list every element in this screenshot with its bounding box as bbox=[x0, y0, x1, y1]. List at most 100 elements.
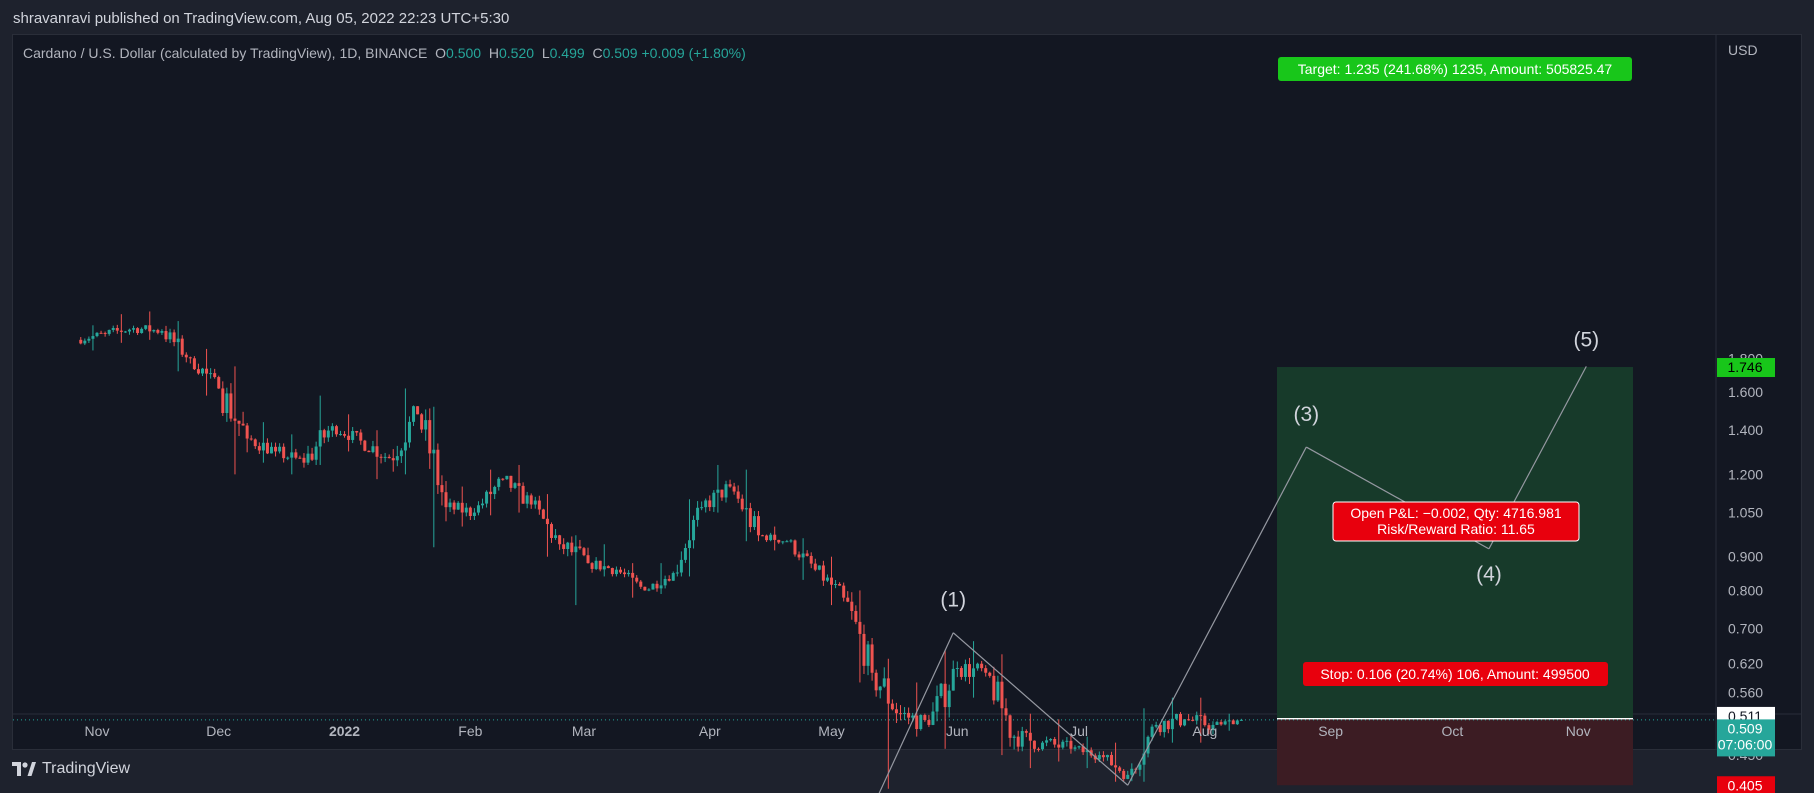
time-axis[interactable]: Nov Dec 2022 Feb Mar Apr May Jun Jul Aug Sep Oct Nov bbox=[85, 723, 1591, 739]
candle-body bbox=[1158, 724, 1162, 733]
candle-body bbox=[1077, 746, 1081, 748]
candle-body bbox=[967, 664, 971, 677]
candle-body bbox=[481, 503, 485, 506]
candle-body bbox=[412, 406, 416, 422]
price-tick-label: 0.900 bbox=[1728, 549, 1763, 565]
candle-body bbox=[399, 450, 403, 457]
candle-body bbox=[935, 696, 939, 712]
candle-body bbox=[545, 518, 549, 525]
last-price-tag-text: 07:06:00 bbox=[1718, 736, 1773, 752]
candle-body bbox=[448, 502, 452, 508]
candle-body bbox=[1195, 715, 1199, 721]
candle-body bbox=[306, 453, 310, 463]
candle-body bbox=[132, 328, 136, 330]
candle-body bbox=[870, 644, 874, 673]
close-value: 0.509 bbox=[602, 45, 638, 61]
candle-body bbox=[493, 486, 497, 495]
candle-body bbox=[221, 388, 225, 413]
candle-body bbox=[489, 491, 493, 495]
candle-body bbox=[748, 508, 752, 528]
position-zones bbox=[13, 367, 1716, 786]
candle-body bbox=[367, 450, 371, 453]
high-label: H bbox=[488, 45, 499, 61]
candle-body bbox=[801, 553, 805, 558]
candle-body bbox=[387, 456, 391, 459]
candle-body bbox=[513, 483, 517, 488]
candle-body bbox=[980, 663, 984, 669]
candle-body bbox=[618, 569, 622, 573]
candle-body bbox=[83, 340, 87, 344]
target-label: Target: 1.235 (241.68%) 1235, Amount: 50… bbox=[1298, 61, 1613, 77]
open-value: 0.500 bbox=[446, 45, 482, 61]
candle-body bbox=[1020, 731, 1024, 747]
candle-body bbox=[1150, 726, 1154, 737]
candle-body bbox=[744, 508, 748, 510]
candle-body bbox=[363, 440, 367, 451]
candle-body bbox=[261, 442, 265, 451]
candle-body bbox=[610, 568, 614, 575]
candle-body bbox=[830, 577, 834, 585]
candle-body bbox=[582, 548, 586, 556]
candle-body bbox=[375, 446, 379, 457]
candle-body bbox=[846, 597, 850, 602]
candle-body bbox=[188, 357, 192, 359]
candle-body bbox=[951, 668, 955, 691]
candlestick-series bbox=[79, 311, 1243, 789]
candle-body bbox=[659, 585, 663, 589]
candle-body bbox=[651, 583, 655, 590]
candle-body bbox=[148, 325, 152, 332]
time-tick-label: Jul bbox=[1070, 723, 1088, 739]
candle-body bbox=[290, 452, 294, 458]
time-tick-label: Nov bbox=[1566, 723, 1591, 739]
candle-body bbox=[1219, 722, 1223, 725]
wave-label: (4) bbox=[1476, 563, 1502, 586]
candle-body bbox=[631, 572, 635, 578]
candle-body bbox=[152, 330, 156, 332]
candle-body bbox=[347, 435, 351, 440]
price-tick-label: 1.400 bbox=[1728, 422, 1763, 438]
candle-body bbox=[355, 431, 359, 433]
candle-body bbox=[343, 434, 347, 436]
candle-body bbox=[886, 678, 890, 704]
candle-body bbox=[140, 328, 144, 334]
candle-body bbox=[635, 577, 639, 582]
candle-body bbox=[533, 500, 537, 505]
candle-body bbox=[424, 420, 428, 430]
candle-body bbox=[107, 329, 111, 334]
candle-body bbox=[809, 555, 813, 564]
candle-body bbox=[326, 430, 330, 438]
risk-reward-label: Risk/Reward Ratio: 11.65 bbox=[1377, 521, 1535, 537]
candle-body bbox=[1041, 742, 1045, 750]
candle-body bbox=[700, 507, 704, 509]
candle-body bbox=[1154, 724, 1158, 727]
candle-body bbox=[286, 457, 290, 459]
candle-body bbox=[1114, 765, 1118, 768]
candle-body bbox=[1065, 740, 1069, 742]
legend-symbol[interactable]: Cardano / U.S. Dollar (calculated by Tra… bbox=[23, 45, 428, 61]
candle-body bbox=[1203, 715, 1207, 726]
candle-body bbox=[233, 418, 237, 421]
candle-body bbox=[834, 583, 838, 585]
candle-body bbox=[1024, 731, 1028, 733]
last-price-tag bbox=[1717, 719, 1775, 757]
candle-body bbox=[1085, 750, 1089, 753]
candle-body bbox=[541, 509, 545, 519]
time-tick-label: Jun bbox=[946, 723, 969, 739]
candle-body bbox=[1000, 681, 1004, 709]
candle-body bbox=[1073, 747, 1077, 749]
stop-zone bbox=[1277, 718, 1633, 786]
candle-body bbox=[550, 524, 554, 538]
candle-body bbox=[79, 339, 83, 344]
candle-body bbox=[1183, 719, 1187, 726]
candle-body bbox=[205, 368, 209, 374]
candle-body bbox=[1061, 741, 1065, 748]
tradingview-logo[interactable]: TradingView bbox=[12, 760, 130, 778]
candle-body bbox=[168, 332, 172, 340]
brand-name: TradingView bbox=[42, 760, 131, 777]
time-tick-label: Sep bbox=[1318, 723, 1343, 739]
candle-body bbox=[866, 644, 870, 666]
candle-body bbox=[988, 672, 992, 676]
time-tick-label: 2022 bbox=[329, 723, 360, 739]
candle-body bbox=[1032, 740, 1036, 749]
